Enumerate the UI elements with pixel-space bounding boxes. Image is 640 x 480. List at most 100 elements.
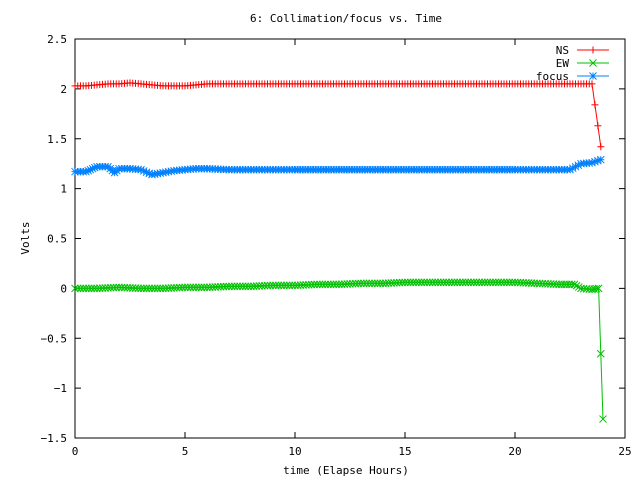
data-point xyxy=(376,279,385,288)
data-point xyxy=(500,278,508,287)
data-point xyxy=(591,101,599,109)
x-tick-label: 25 xyxy=(618,445,631,458)
data-point xyxy=(574,283,583,291)
data-point xyxy=(225,282,233,291)
y-tick-label: −1 xyxy=(54,382,67,395)
data-point xyxy=(329,280,338,289)
data-point xyxy=(285,281,294,290)
legend-item-focus: focus xyxy=(536,70,609,83)
data-point xyxy=(491,278,500,287)
data-point xyxy=(472,278,481,287)
data-point xyxy=(178,283,187,292)
data-point xyxy=(315,280,324,289)
data-point xyxy=(370,279,379,288)
legend-marker xyxy=(589,46,597,54)
data-point xyxy=(414,278,423,287)
data-point xyxy=(505,278,514,287)
data-point xyxy=(572,281,581,290)
data-point xyxy=(431,278,440,287)
series-ew xyxy=(71,278,607,423)
data-point xyxy=(469,278,478,287)
data-point xyxy=(453,278,462,287)
data-point xyxy=(594,156,602,165)
data-point xyxy=(442,278,451,287)
x-tick-label: 0 xyxy=(72,445,79,458)
data-point xyxy=(310,280,319,289)
data-point xyxy=(436,278,445,287)
data-point xyxy=(478,278,486,287)
data-point xyxy=(403,278,412,287)
x-tick-label: 20 xyxy=(508,445,521,458)
legend-label: focus xyxy=(536,70,569,83)
data-point xyxy=(73,284,82,293)
y-tick-label: 2 xyxy=(60,83,67,96)
data-point xyxy=(486,278,495,287)
y-tick-label: −1.5 xyxy=(41,432,68,445)
y-tick-label: 0.5 xyxy=(47,233,67,246)
data-point xyxy=(494,278,503,287)
data-point xyxy=(233,282,242,291)
series-line-ns xyxy=(75,82,602,147)
legend-marker xyxy=(589,72,597,80)
data-point xyxy=(450,278,459,287)
y-tick-label: 1 xyxy=(60,183,67,196)
data-point xyxy=(332,280,341,289)
data-point xyxy=(227,282,236,291)
series-ns xyxy=(71,79,605,151)
data-point xyxy=(236,282,244,291)
data-point xyxy=(398,278,407,287)
y-tick-label: 2.5 xyxy=(47,33,67,46)
data-point xyxy=(597,143,605,151)
data-point xyxy=(362,279,371,288)
x-tick-label: 15 xyxy=(398,445,411,458)
series-line-ew xyxy=(75,281,604,420)
data-point xyxy=(354,279,363,288)
data-point xyxy=(596,349,605,358)
data-point xyxy=(274,281,283,290)
data-point xyxy=(412,278,420,287)
data-point xyxy=(145,284,154,293)
data-point xyxy=(461,278,470,287)
data-point xyxy=(480,278,489,287)
data-point xyxy=(417,278,426,287)
data-point xyxy=(497,278,506,287)
y-tick-label: 1.5 xyxy=(47,133,67,146)
plot-frame xyxy=(74,38,626,439)
y-tick-label: 0 xyxy=(60,282,67,295)
y-tick-label: −0.5 xyxy=(41,332,68,345)
legend-label: EW xyxy=(556,57,570,70)
data-point xyxy=(594,122,602,130)
data-point xyxy=(150,284,159,293)
data-point xyxy=(467,278,475,287)
data-point xyxy=(156,284,165,293)
data-point xyxy=(197,283,206,292)
data-point xyxy=(456,278,464,287)
data-point xyxy=(313,280,321,289)
data-point xyxy=(134,284,143,293)
data-point xyxy=(409,278,418,287)
data-point xyxy=(269,281,277,290)
data-point xyxy=(599,415,607,423)
legend-label: NS xyxy=(556,44,569,57)
data-point xyxy=(71,284,79,293)
data-point xyxy=(428,278,437,287)
data-point xyxy=(447,278,456,287)
data-point xyxy=(244,282,253,291)
data-point xyxy=(282,281,291,290)
data-point xyxy=(439,278,448,287)
x-axis-label: time (Elapse Hours) xyxy=(283,464,409,477)
data-point xyxy=(425,278,434,287)
data-point xyxy=(321,280,330,289)
data-point xyxy=(194,283,203,292)
data-point xyxy=(406,278,415,287)
axis-tick-labels: 0 5 10 15 20 25 2.5 2 1.5 1 0.5 0 −0.5 −1 −1.5 xyxy=(41,33,632,458)
data-point xyxy=(266,281,275,290)
data-point xyxy=(271,281,280,290)
data-point xyxy=(280,281,288,290)
data-point xyxy=(489,278,497,287)
data-point xyxy=(241,282,250,291)
x-tick-label: 10 xyxy=(288,445,301,458)
data-point xyxy=(189,283,198,292)
